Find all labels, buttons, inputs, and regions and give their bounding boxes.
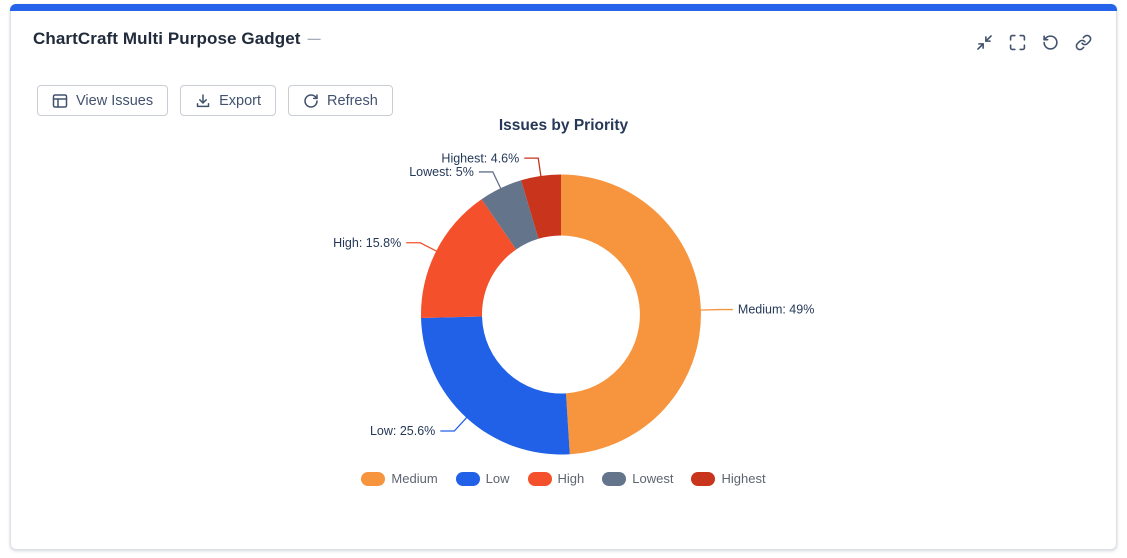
refresh-label: Refresh bbox=[327, 92, 378, 109]
pie-slice-lowest[interactable] bbox=[481, 180, 539, 250]
legend-item-low[interactable]: Low bbox=[455, 471, 510, 486]
page-title: ChartCraft Multi Purpose Gadget — bbox=[33, 29, 321, 49]
chart-legend: Medium Low High Lowest Highest bbox=[11, 471, 1116, 486]
legend-label: Lowest bbox=[632, 471, 674, 486]
chart-title: Issues by Priority bbox=[498, 117, 629, 134]
legend-label: High bbox=[557, 471, 585, 486]
slice-label-low: Low: 25.6% bbox=[370, 424, 435, 438]
pie-slice-medium[interactable] bbox=[561, 174, 701, 455]
slice-label-lowest: Lowest: 5% bbox=[409, 165, 474, 179]
legend-item-highest[interactable]: Highest bbox=[691, 471, 766, 486]
reload-icon bbox=[1042, 34, 1058, 50]
header-actions bbox=[975, 33, 1092, 51]
pie-slice-low[interactable] bbox=[421, 316, 570, 455]
slice-leader-line bbox=[440, 416, 468, 432]
pie-slice-highest[interactable] bbox=[521, 174, 561, 239]
slice-leader-line bbox=[406, 242, 438, 252]
slice-label-high: High: 15.8% bbox=[333, 236, 401, 250]
title-suffix-dash: — bbox=[307, 31, 321, 46]
link-button[interactable] bbox=[1074, 33, 1092, 51]
link-icon bbox=[1075, 34, 1091, 50]
download-icon bbox=[196, 93, 210, 107]
collapse-icon bbox=[976, 34, 992, 50]
accent-bar bbox=[10, 4, 1117, 11]
legend-item-lowest[interactable]: Lowest bbox=[602, 471, 673, 486]
legend-label: Medium bbox=[391, 471, 438, 486]
legend-swatch bbox=[361, 471, 386, 486]
legend-label: Low bbox=[485, 471, 510, 486]
slice-label-highest: Highest: 4.6% bbox=[441, 151, 519, 165]
legend-item-medium[interactable]: Medium bbox=[361, 471, 438, 486]
gadget-card: ChartCraft Multi Purpose Gadget — bbox=[10, 4, 1117, 550]
legend-swatch bbox=[691, 471, 716, 486]
reload-button[interactable] bbox=[1041, 33, 1059, 51]
view-issues-button[interactable]: View Issues bbox=[37, 85, 169, 116]
pie-slice-high[interactable] bbox=[420, 199, 517, 319]
legend-item-high[interactable]: High bbox=[527, 471, 585, 486]
export-label: Export bbox=[219, 92, 262, 109]
table-icon bbox=[52, 93, 68, 108]
slice-label-medium: Medium: 49% bbox=[738, 303, 814, 317]
legend-swatch bbox=[602, 471, 627, 486]
gadget-title: ChartCraft Multi Purpose Gadget bbox=[33, 29, 301, 48]
slice-leader-line bbox=[524, 157, 542, 178]
fullscreen-button[interactable] bbox=[1008, 33, 1026, 51]
legend-label: Highest bbox=[721, 471, 766, 486]
collapse-button[interactable] bbox=[975, 33, 993, 51]
fullscreen-icon bbox=[1009, 34, 1025, 50]
legend-swatch bbox=[527, 471, 552, 486]
donut-chart: Medium: 49% Low: 25.6% High: 15.8% Lowest: … bbox=[333, 151, 814, 455]
view-issues-label: View Issues bbox=[76, 92, 154, 109]
slice-leader-line bbox=[699, 308, 733, 311]
legend-swatch bbox=[455, 471, 480, 486]
refresh-button[interactable]: Refresh bbox=[288, 85, 393, 116]
refresh-icon bbox=[304, 93, 318, 108]
slice-leader-line bbox=[478, 171, 502, 190]
export-button[interactable]: Export bbox=[180, 85, 277, 116]
toolbar: View Issues Export Refresh bbox=[37, 85, 393, 116]
